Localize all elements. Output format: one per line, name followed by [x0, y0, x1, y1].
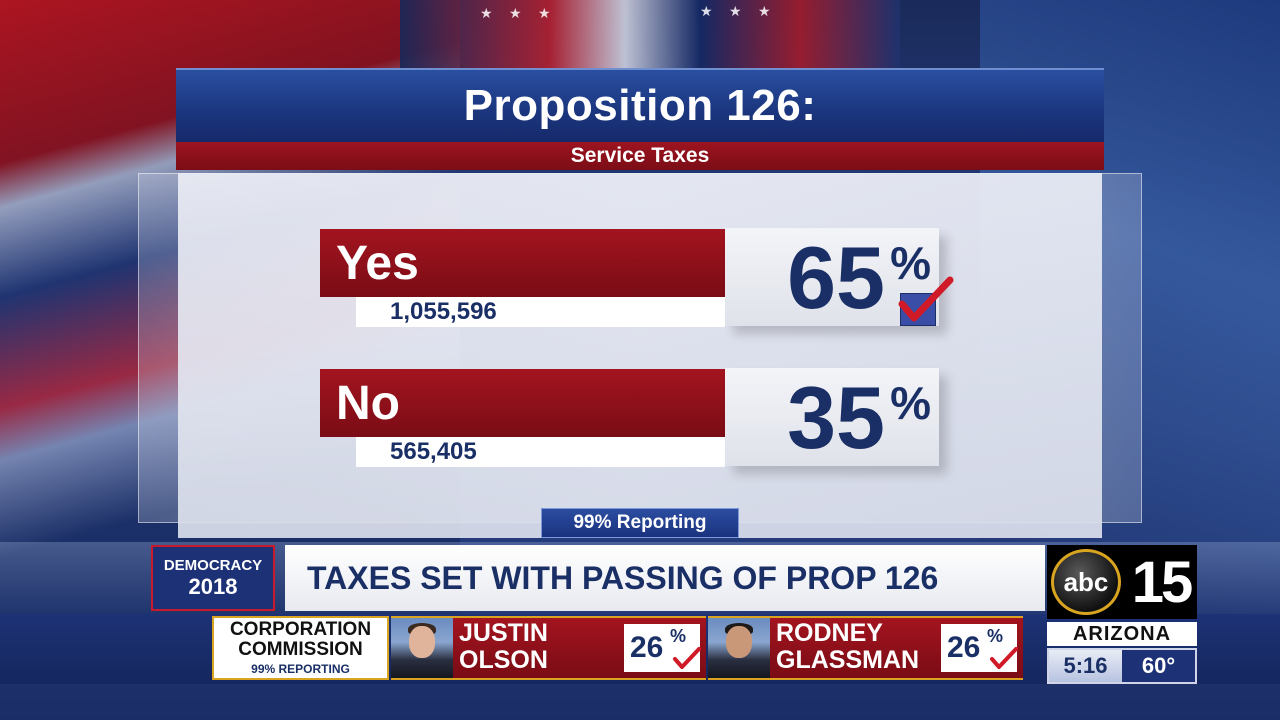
market-label: ARIZONA	[1047, 622, 1197, 646]
race-reporting: 99% REPORTING	[251, 662, 350, 676]
candidate-card: RODNEY GLASSMAN 26 %	[708, 616, 1023, 680]
reporting-badge: 99% Reporting	[541, 508, 739, 538]
candidate-percent: 26	[630, 631, 664, 664]
candidate-name: RODNEY GLASSMAN	[776, 620, 919, 674]
candidate-name: JUSTIN OLSON	[459, 620, 548, 674]
candidate-percent-sign: %	[987, 626, 1004, 646]
candidate-first-name: JUSTIN	[459, 619, 548, 647]
headline: TAXES SET WITH PASSING OF PROP 126	[285, 545, 1045, 611]
race-line-2: COMMISSION	[238, 639, 363, 660]
candidate-photo	[391, 618, 453, 678]
proposition-title-bar: Proposition 126:	[176, 68, 1104, 142]
candidate-percent: 26	[947, 631, 981, 664]
option-yes-votes: 1,055,596	[356, 297, 725, 327]
abc15-logo: abc 15	[1047, 545, 1197, 619]
candidate-last-name: GLASSMAN	[776, 646, 920, 674]
brand-line-2: 2018	[188, 574, 238, 599]
candidate-checkmark-icon	[673, 647, 701, 669]
current-temperature: 60°	[1141, 653, 1176, 678]
background-stars: ★ ★ ★	[700, 4, 777, 20]
option-no-votes: 565,405	[356, 437, 725, 467]
abc-network-logo: abc	[1051, 549, 1121, 615]
option-no-label: No	[320, 369, 725, 437]
proposition-subtitle-bar: Service Taxes	[176, 142, 1104, 170]
background-stars: ★ ★ ★	[480, 6, 557, 22]
results-panel	[178, 173, 1102, 538]
current-time: 5:16	[1049, 650, 1122, 682]
candidate-last-name: OLSON	[459, 646, 548, 674]
race-line-1: CORPORATION	[229, 619, 372, 640]
candidate-photo	[708, 618, 770, 678]
candidate-percent-sign: %	[670, 626, 687, 646]
candidate-percent-box: 26 %	[941, 624, 1018, 672]
candidate-checkmark-icon	[990, 647, 1018, 669]
channel-number: 15	[1131, 549, 1194, 615]
race-title-box: CORPORATION COMMISSION 99% REPORTING	[212, 616, 389, 680]
proposition-subtitle: Service Taxes	[570, 144, 710, 167]
option-no-percent-box: 35 %	[725, 368, 939, 466]
brand-line-1: DEMOCRACY	[163, 557, 263, 574]
proposition-title: Proposition 126:	[463, 81, 817, 130]
background-flag-top	[400, 0, 900, 70]
option-no-percent-sign: %	[890, 377, 931, 429]
time-temperature-box: 5:16 60°	[1047, 648, 1197, 684]
candidate-card: JUSTIN OLSON 26 %	[391, 616, 706, 680]
democracy-2018-logo: DEMOCRACY 2018	[151, 545, 275, 611]
option-yes-percent: 65	[787, 228, 885, 327]
candidate-first-name: RODNEY	[776, 619, 883, 647]
option-no-percent: 35	[787, 368, 885, 467]
winner-checkmark-icon	[898, 276, 954, 322]
option-yes-label: Yes	[320, 229, 725, 297]
candidate-percent-box: 26 %	[624, 624, 701, 672]
option-yes-percent-sign: %	[890, 237, 931, 289]
